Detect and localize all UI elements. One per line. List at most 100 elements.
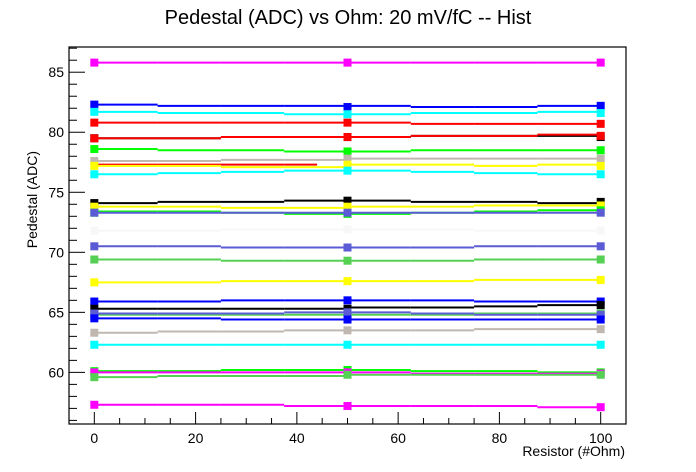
series-marker: [596, 161, 605, 170]
series-10: [90, 160, 605, 170]
series-marker: [90, 314, 99, 323]
series-marker: [90, 226, 99, 235]
series-marker: [90, 373, 99, 382]
series-11: [90, 166, 605, 179]
series-29: [90, 370, 605, 382]
series-marker: [90, 278, 99, 287]
y-tick-label: 60: [48, 364, 64, 380]
series-25: [90, 325, 605, 337]
series-marker: [90, 145, 99, 154]
x-tick-label: 40: [289, 430, 305, 446]
series-marker: [596, 242, 605, 251]
series-marker: [596, 275, 605, 284]
series-marker: [343, 166, 352, 175]
series-marker: [343, 340, 352, 349]
x-axis: 0 20 40 60 80 100: [68, 412, 627, 446]
series-marker: [343, 370, 352, 379]
x-tick-label: 60: [390, 430, 406, 446]
series-marker: [596, 101, 605, 110]
series-1: [90, 58, 605, 67]
series-marker: [596, 255, 605, 264]
series-3: [90, 107, 605, 119]
series-marker: [343, 160, 352, 169]
series-marker: [90, 208, 99, 217]
series-marker: [343, 315, 352, 324]
y-axis-label: Pedestal (ADC): [24, 151, 40, 248]
series-marker: [596, 170, 605, 179]
series-6: [90, 131, 605, 143]
series-20: [90, 296, 605, 306]
series-marker: [90, 242, 99, 251]
series-marker: [343, 202, 352, 211]
x-axis-label: Resistor (#Ohm): [522, 443, 625, 459]
series-marker: [596, 208, 605, 217]
y-tick-label: 80: [48, 124, 64, 140]
series-7: [90, 145, 605, 156]
series-marker: [343, 401, 352, 410]
series-8: [90, 154, 605, 166]
series-2: [90, 100, 605, 112]
series-23: [90, 308, 605, 319]
series-4: [90, 118, 605, 128]
series-marker: [343, 154, 352, 163]
y-tick-label: 70: [48, 244, 64, 260]
series-17: [90, 242, 605, 252]
series-16: [90, 225, 605, 235]
series-marker: [343, 208, 352, 217]
series-marker: [343, 326, 352, 335]
chart-title: Pedestal (ADC) vs Ohm: 20 mV/fC -- Hist: [165, 7, 532, 29]
series-marker: [596, 131, 605, 140]
series-marker: [343, 103, 352, 112]
y-tick-label: 75: [48, 184, 64, 200]
series-marker: [596, 58, 605, 67]
series-26: [90, 340, 605, 349]
x-tick-label: 80: [492, 430, 508, 446]
series-21: [90, 301, 605, 313]
series-marker: [596, 310, 605, 319]
series-marker: [90, 368, 99, 377]
series-marker: [90, 202, 99, 211]
y-tick-label: 65: [48, 304, 64, 320]
series-marker: [90, 170, 99, 179]
series-marker: [343, 308, 352, 317]
series-marker: [90, 400, 99, 409]
series-13: [90, 201, 605, 211]
series-marker: [90, 304, 99, 313]
series-marker: [90, 100, 99, 109]
series-marker: [343, 277, 352, 286]
series-marker: [90, 255, 99, 264]
x-tick-label: 100: [589, 430, 613, 446]
series-marker: [596, 201, 605, 210]
y-tick-label: 85: [48, 64, 64, 80]
series-marker: [596, 301, 605, 310]
series-marker: [90, 297, 99, 306]
plot-area: [90, 58, 605, 412]
series-19: [90, 275, 605, 287]
series-marker: [596, 370, 605, 379]
series-marker: [343, 225, 352, 234]
series-24: [90, 314, 605, 324]
series-marker: [596, 226, 605, 235]
series-marker: [596, 340, 605, 349]
series-15: [90, 208, 605, 217]
series-marker: [343, 147, 352, 156]
series-marker: [90, 157, 99, 166]
series-marker: [596, 109, 605, 118]
x-tick-label: 20: [188, 430, 204, 446]
series-marker: [596, 146, 605, 155]
series-marker: [343, 133, 352, 142]
series-marker: [90, 161, 99, 170]
y-axis: 60 65 70 75 80 85: [48, 47, 85, 421]
series-marker: [90, 340, 99, 349]
series-marker: [343, 243, 352, 252]
series-marker: [90, 118, 99, 127]
series-marker: [343, 110, 352, 119]
series-marker: [343, 296, 352, 305]
series-marker: [596, 119, 605, 128]
series-30: [90, 400, 605, 412]
series-marker: [596, 325, 605, 334]
series-marker: [596, 403, 605, 412]
series-marker: [90, 107, 99, 116]
x-tick-label: 0: [90, 430, 98, 446]
